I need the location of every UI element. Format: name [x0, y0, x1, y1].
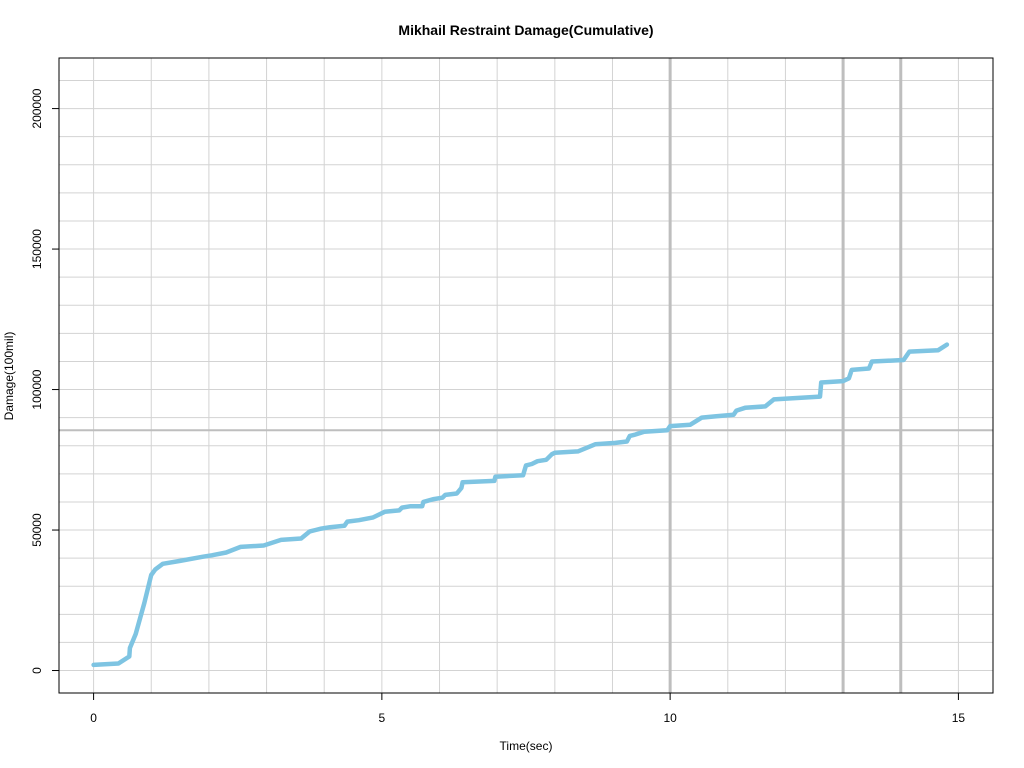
y-tick-label: 150000: [30, 229, 44, 269]
grid-lines: [59, 58, 993, 693]
x-axis: 0 5 10 15: [90, 692, 966, 725]
x-axis-label: Time(sec): [500, 739, 553, 753]
y-tick-label: 50000: [30, 513, 44, 547]
reference-lines: [59, 58, 993, 693]
chart-title: Mikhail Restraint Damage(Cumulative): [398, 22, 653, 38]
y-tick-label: 100000: [30, 369, 44, 409]
y-tick-label: 200000: [30, 88, 44, 128]
x-tick-label: 15: [952, 711, 966, 725]
y-tick-label: 0: [30, 667, 44, 674]
plot-frame: [58, 57, 994, 694]
series-line: [91, 342, 950, 668]
y-axis-label: Damage(100mil): [2, 332, 16, 421]
x-tick-label: 10: [663, 711, 677, 725]
y-axis: 0 50000 100000 150000 200000: [30, 88, 60, 674]
x-tick-label: 0: [90, 711, 97, 725]
series-layer: [91, 342, 950, 668]
x-tick-label: 5: [379, 711, 386, 725]
